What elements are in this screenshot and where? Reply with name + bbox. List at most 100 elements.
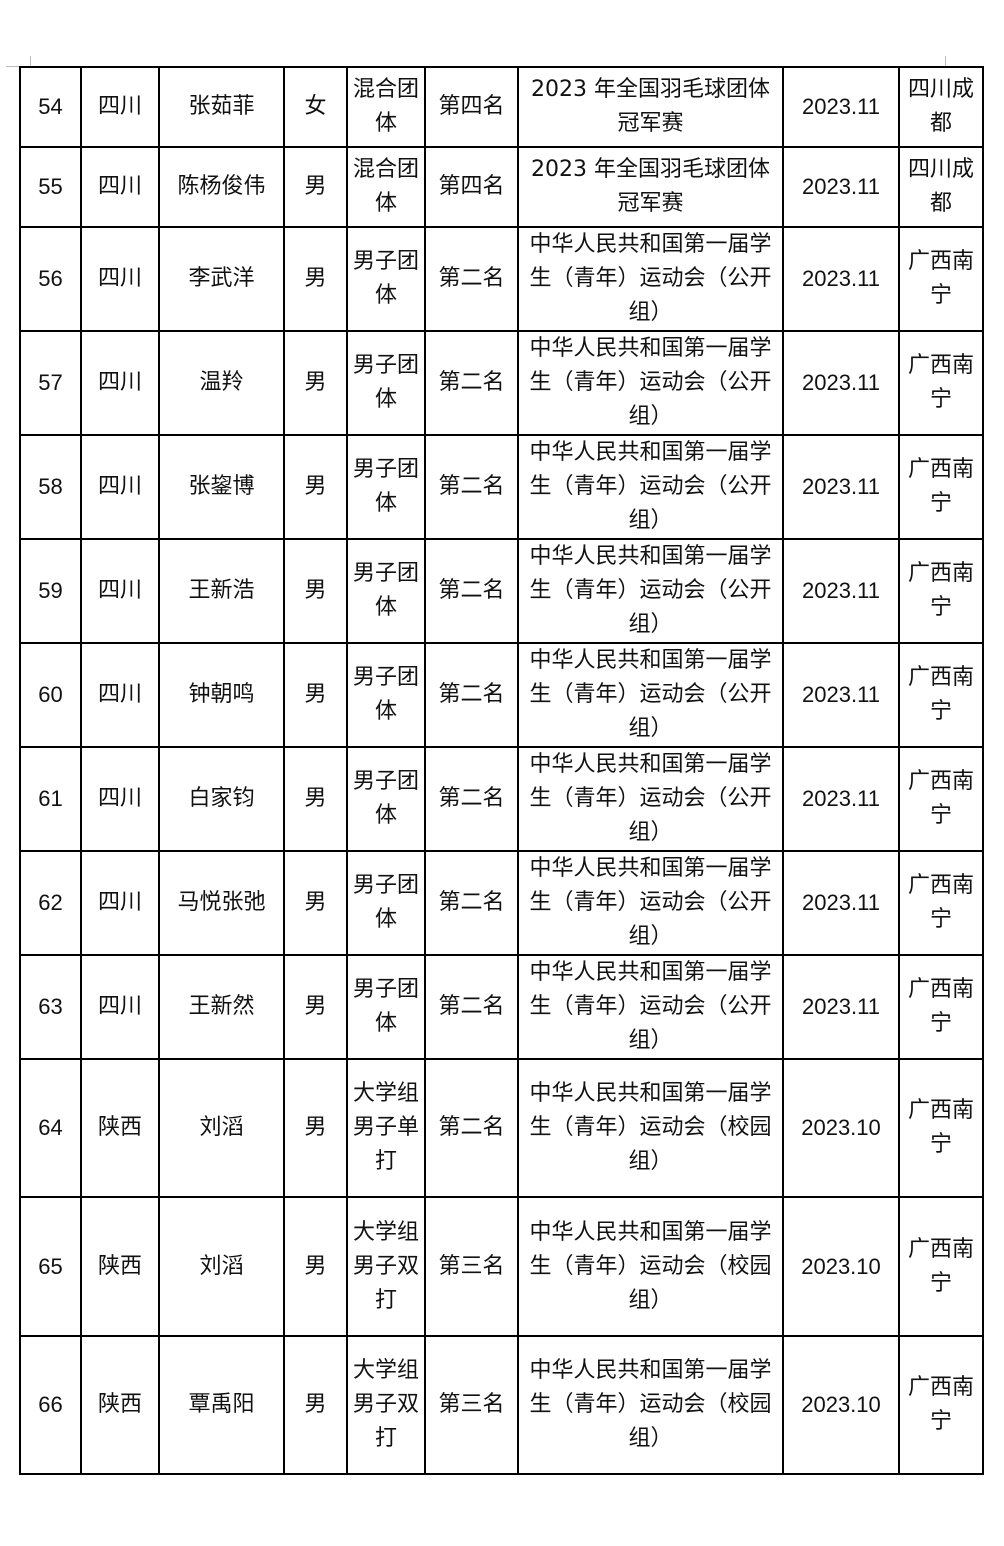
cell-gender: 男 xyxy=(283,1058,348,1198)
cell-gender: 男 xyxy=(283,954,348,1060)
cell-location: 广西南宁 xyxy=(898,850,984,956)
cell-date: 2023.11 xyxy=(782,642,900,748)
cell-name: 王新浩 xyxy=(158,538,285,644)
cell-rank: 第二名 xyxy=(424,746,519,852)
cell-rank: 第二名 xyxy=(424,226,519,332)
cell-no: 66 xyxy=(19,1335,82,1475)
cell-event: 混合团体 xyxy=(346,66,426,148)
cell-competition: 2023 年全国羽毛球团体冠军赛 xyxy=(517,146,784,228)
cell-location: 广西南宁 xyxy=(898,642,984,748)
cell-location: 广西南宁 xyxy=(898,538,984,644)
results-table: 54 四川 张茹菲女混合团体 第四名 2023 年全国羽毛球团体冠军赛 2023.11 四川… xyxy=(19,66,984,1475)
cell-event: 男子团体 xyxy=(346,746,426,852)
cell-rank: 第三名 xyxy=(424,1335,519,1475)
cell-competition: 中华人民共和国第一届学生（青年）运动会（公开组） xyxy=(517,850,784,956)
cell-competition: 中华人民共和国第一届学生（青年）运动会（公开组） xyxy=(517,226,784,332)
cell-date: 2023.11 xyxy=(782,146,900,228)
cell-province: 四川 xyxy=(80,954,160,1060)
cell-gender: 男 xyxy=(283,1335,348,1475)
cell-no: 65 xyxy=(19,1196,82,1337)
table-row: 63 四川 王新然男男子团体 第二名 中华人民共和国第一届学生（青年）运动会（公开组） 2… xyxy=(19,954,984,1060)
cell-gender: 男 xyxy=(283,746,348,852)
cell-date: 2023.10 xyxy=(782,1058,900,1198)
cell-competition: 中华人民共和国第一届学生（青年）运动会（公开组） xyxy=(517,330,784,436)
cell-competition: 中华人民共和国第一届学生（青年）运动会（公开组） xyxy=(517,434,784,540)
cell-name: 张鋆博 xyxy=(158,434,285,540)
cell-name: 李武洋 xyxy=(158,226,285,332)
table-row: 58 四川 张鋆博男男子团体 第二名 中华人民共和国第一届学生（青年）运动会（公开组） 2… xyxy=(19,434,984,540)
cell-location: 广西南宁 xyxy=(898,954,984,1060)
page-corner-mark xyxy=(6,66,31,67)
cell-location: 广西南宁 xyxy=(898,1058,984,1198)
cell-rank: 第二名 xyxy=(424,850,519,956)
cell-competition: 中华人民共和国第一届学生（青年）运动会（公开组） xyxy=(517,746,784,852)
cell-rank: 第二名 xyxy=(424,1058,519,1198)
cell-rank: 第二名 xyxy=(424,538,519,644)
cell-event: 男子团体 xyxy=(346,850,426,956)
cell-gender: 男 xyxy=(283,1196,348,1337)
cell-province: 陕西 xyxy=(80,1196,160,1337)
cell-no: 55 xyxy=(19,146,82,228)
cell-province: 陕西 xyxy=(80,1058,160,1198)
cell-competition: 中华人民共和国第一届学生（青年）运动会（公开组） xyxy=(517,538,784,644)
cell-competition: 2023 年全国羽毛球团体冠军赛 xyxy=(517,66,784,148)
cell-rank: 第二名 xyxy=(424,434,519,540)
cell-province: 陕西 xyxy=(80,1335,160,1475)
cell-no: 60 xyxy=(19,642,82,748)
cell-province: 四川 xyxy=(80,850,160,956)
cell-competition: 中华人民共和国第一届学生（青年）运动会（校园组） xyxy=(517,1196,784,1337)
cell-gender: 男 xyxy=(283,226,348,332)
cell-province: 四川 xyxy=(80,66,160,148)
cell-no: 59 xyxy=(19,538,82,644)
cell-no: 64 xyxy=(19,1058,82,1198)
cell-location: 广西南宁 xyxy=(898,1335,984,1475)
cell-no: 58 xyxy=(19,434,82,540)
cell-event: 混合团体 xyxy=(346,146,426,228)
cell-province: 四川 xyxy=(80,226,160,332)
cell-no: 61 xyxy=(19,746,82,852)
table-row: 59 四川 王新浩男男子团体 第二名 中华人民共和国第一届学生（青年）运动会（公开组） 2… xyxy=(19,538,984,644)
cell-location: 广西南宁 xyxy=(898,1196,984,1337)
cell-gender: 男 xyxy=(283,434,348,540)
cell-date: 2023.11 xyxy=(782,746,900,852)
cell-competition: 中华人民共和国第一届学生（青年）运动会（校园组） xyxy=(517,1058,784,1198)
table-row: 62 四川 马悦张弛男男子团体 第二名 中华人民共和国第一届学生（青年）运动会（公开组）… xyxy=(19,850,984,956)
cell-event: 男子团体 xyxy=(346,538,426,644)
table-row: 57 四川 温羚男男子团体 第二名 中华人民共和国第一届学生（青年）运动会（公开组） 20… xyxy=(19,330,984,436)
cell-name: 温羚 xyxy=(158,330,285,436)
cell-competition: 中华人民共和国第一届学生（青年）运动会（校园组） xyxy=(517,1335,784,1475)
cell-event: 大学组男子双打 xyxy=(346,1196,426,1337)
cell-province: 四川 xyxy=(80,538,160,644)
cell-date: 2023.11 xyxy=(782,850,900,956)
table-row: 66 陕西 覃禹阳男大学组男子双打 第三名 中华人民共和国第一届学生（青年）运动会（校园… xyxy=(19,1335,984,1475)
cell-province: 四川 xyxy=(80,642,160,748)
cell-gender: 男 xyxy=(283,642,348,748)
table-row: 65 陕西 刘滔男大学组男子双打 第三名 中华人民共和国第一届学生（青年）运动会（校园组… xyxy=(19,1196,984,1337)
cell-name: 钟朝鸣 xyxy=(158,642,285,748)
cell-location: 广西南宁 xyxy=(898,330,984,436)
cell-name: 陈杨俊伟 xyxy=(158,146,285,228)
cell-location: 广西南宁 xyxy=(898,746,984,852)
page-corner-mark xyxy=(30,56,31,66)
cell-rank: 第二名 xyxy=(424,954,519,1060)
page-corner-mark xyxy=(945,56,946,66)
cell-event: 男子团体 xyxy=(346,434,426,540)
cell-competition: 中华人民共和国第一届学生（青年）运动会（公开组） xyxy=(517,954,784,1060)
cell-gender: 女 xyxy=(283,66,348,148)
cell-province: 四川 xyxy=(80,434,160,540)
cell-location: 广西南宁 xyxy=(898,226,984,332)
cell-location: 四川成都 xyxy=(898,66,984,148)
cell-no: 54 xyxy=(19,66,82,148)
cell-province: 四川 xyxy=(80,746,160,852)
cell-no: 62 xyxy=(19,850,82,956)
cell-gender: 男 xyxy=(283,538,348,644)
cell-name: 马悦张弛 xyxy=(158,850,285,956)
cell-date: 2023.11 xyxy=(782,434,900,540)
cell-location: 广西南宁 xyxy=(898,434,984,540)
cell-date: 2023.10 xyxy=(782,1196,900,1337)
cell-date: 2023.11 xyxy=(782,954,900,1060)
cell-name: 王新然 xyxy=(158,954,285,1060)
table-row: 60 四川 钟朝鸣男男子团体 第二名 中华人民共和国第一届学生（青年）运动会（公开组） 2… xyxy=(19,642,984,748)
table-row: 55 四川 陈杨俊伟男混合团体 第四名 2023 年全国羽毛球团体冠军赛 2023.11 四… xyxy=(19,146,984,228)
cell-location: 四川成都 xyxy=(898,146,984,228)
